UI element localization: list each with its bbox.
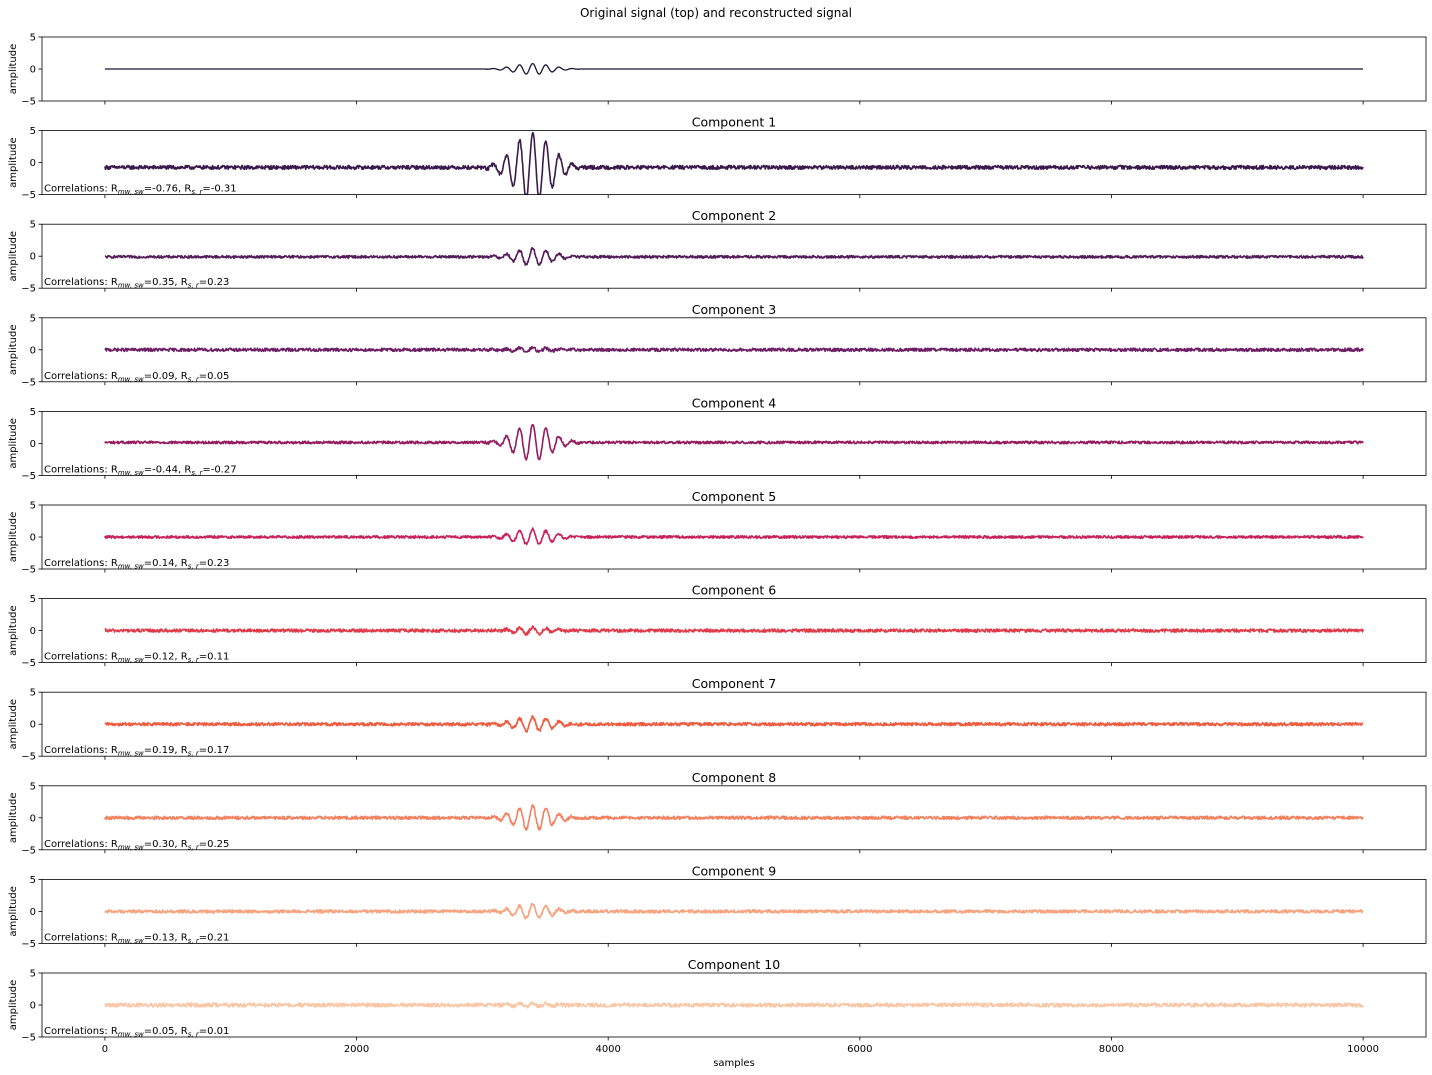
panel-title: Component 9 [692, 863, 777, 878]
y-tick-label: 5 [30, 220, 36, 231]
y-axis-label: amplitude [8, 793, 19, 844]
axes-frame [41, 130, 1427, 196]
panel-title: Component 10 [688, 957, 780, 972]
panel-title: Component 3 [692, 302, 777, 317]
correlation-text: Correlations: Rmw, sw=0.13, Rs, r=0.21 [44, 932, 229, 945]
x-tick-label: 2000 [344, 1044, 369, 1055]
y-tick-label: −5 [21, 471, 36, 482]
original-signal-line [104, 62, 1364, 75]
y-tick-label: 0 [30, 345, 36, 356]
y-tick-label: 5 [30, 781, 36, 792]
y-tick-label: 5 [30, 501, 36, 512]
y-tick-label: 5 [30, 126, 36, 137]
component-line [104, 527, 1364, 546]
y-tick-label: −5 [21, 1033, 36, 1044]
component-line [104, 902, 1364, 920]
y-tick-label: 0 [30, 158, 36, 169]
y-tick-label: −5 [21, 752, 36, 763]
y-tick-label: −5 [21, 565, 36, 576]
panel-title: Component 6 [692, 583, 777, 598]
correlation-text: Correlations: Rmw, sw=0.12, Rs, r=0.11 [44, 652, 229, 665]
x-tick-label: 0 [102, 1044, 108, 1055]
correlation-text: Correlations: Rmw, sw=-0.76, Rs, r=-0.31 [44, 184, 237, 197]
y-tick-label: 5 [30, 969, 36, 980]
panel-title: Component 8 [692, 770, 777, 785]
correlation-text: Correlations: Rmw, sw=0.09, Rs, r=0.05 [44, 371, 229, 384]
y-tick-label: −5 [21, 939, 36, 950]
panel-title: Component 2 [692, 208, 777, 223]
y-tick-label: 0 [30, 626, 36, 637]
component-line [104, 715, 1364, 733]
x-tick-label: 8000 [1099, 1044, 1124, 1055]
y-tick-label: 5 [30, 407, 36, 418]
y-tick-label: 5 [30, 33, 36, 44]
correlation-text: Correlations: Rmw, sw=0.19, Rs, r=0.17 [44, 745, 229, 758]
y-tick-label: 5 [30, 594, 36, 605]
y-axis-label: amplitude [8, 886, 19, 937]
correlation-text: Correlations: Rmw, sw=0.30, Rs, r=0.25 [44, 839, 229, 852]
panel-title: Component 5 [692, 489, 777, 504]
y-axis-label: amplitude [8, 44, 19, 95]
y-tick-label: 0 [30, 533, 36, 544]
y-tick-label: −5 [21, 284, 36, 295]
y-axis-label: amplitude [8, 512, 19, 563]
y-tick-label: 0 [30, 907, 36, 918]
y-tick-label: −5 [21, 377, 36, 388]
y-tick-label: 0 [30, 720, 36, 731]
y-tick-label: 0 [30, 1001, 36, 1012]
figure-title: Original signal (top) and reconstructed … [580, 6, 852, 20]
component-line [104, 1001, 1364, 1009]
x-tick-label: 4000 [595, 1044, 620, 1055]
component-line [104, 345, 1364, 354]
y-tick-label: 0 [30, 439, 36, 450]
component-line [104, 131, 1364, 195]
component-line [104, 625, 1364, 636]
panel-title: Component 7 [692, 676, 777, 691]
y-axis-label: amplitude [8, 325, 19, 376]
panel-title: Component 4 [692, 395, 777, 410]
correlation-text: Correlations: Rmw, sw=-0.44, Rs, r=-0.27 [44, 464, 237, 477]
y-axis-label: amplitude [8, 231, 19, 282]
y-tick-label: −5 [21, 97, 36, 108]
y-tick-label: −5 [21, 190, 36, 201]
x-tick-label: 10000 [1347, 1044, 1379, 1055]
correlation-text: Correlations: Rmw, sw=0.35, Rs, r=0.23 [44, 277, 229, 290]
y-tick-label: 5 [30, 313, 36, 324]
y-axis-label: amplitude [8, 418, 19, 469]
y-axis-label: amplitude [8, 980, 19, 1031]
component-line [104, 246, 1364, 266]
correlation-text: Correlations: Rmw, sw=0.05, Rs, r=0.01 [44, 1026, 229, 1039]
x-tick-label: 6000 [847, 1044, 872, 1055]
y-axis-label: amplitude [8, 699, 19, 750]
y-axis-label: amplitude [8, 605, 19, 656]
component-line [104, 424, 1364, 461]
y-axis-label: amplitude [8, 137, 19, 188]
y-tick-label: −5 [21, 658, 36, 669]
y-tick-label: 0 [30, 65, 36, 76]
x-axis-label: samples [713, 1058, 755, 1069]
y-tick-label: 5 [30, 875, 36, 886]
y-tick-label: −5 [21, 845, 36, 856]
panel-title: Component 1 [692, 115, 777, 130]
correlation-text: Correlations: Rmw, sw=0.14, Rs, r=0.23 [44, 558, 229, 571]
y-tick-label: 5 [30, 688, 36, 699]
y-tick-label: 0 [30, 813, 36, 824]
y-tick-label: 0 [30, 252, 36, 263]
component-line [104, 804, 1364, 832]
